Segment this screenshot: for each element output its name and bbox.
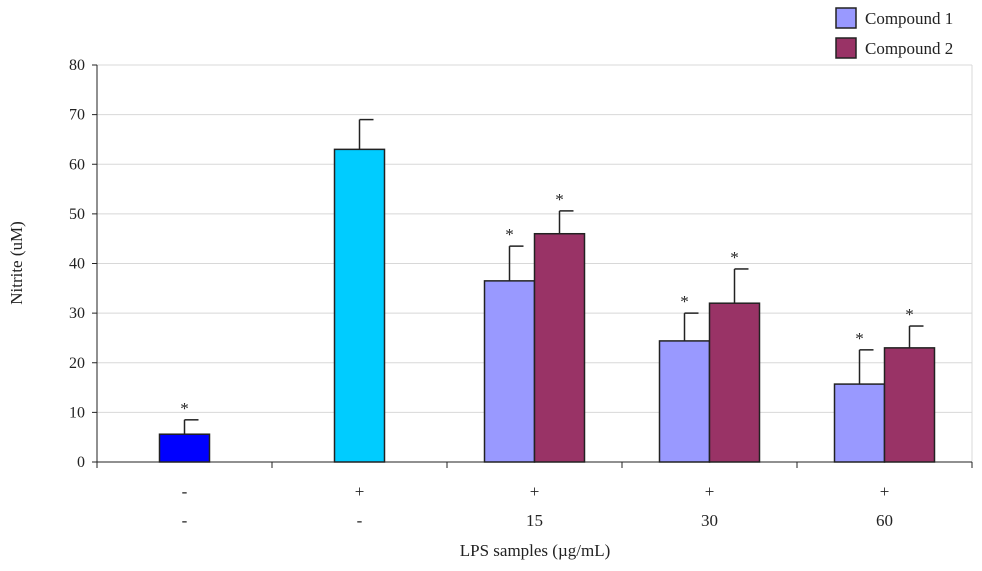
x-tick-label-lps: - — [182, 482, 188, 501]
x-tick-label-lps: + — [880, 482, 890, 501]
bar-compound-2 — [883, 347, 936, 463]
y-tick-label: 30 — [69, 305, 85, 322]
y-tick-label: 50 — [69, 206, 85, 223]
significance-marker: * — [730, 248, 739, 267]
y-tick-label: 40 — [69, 256, 85, 273]
x-tick-label-dose: - — [182, 511, 188, 530]
bar-compound-2 — [708, 302, 761, 463]
legend: Compound 1 Compound 2 — [835, 7, 953, 59]
bar-compound-1 — [658, 340, 711, 463]
x-tick-label-dose: 30 — [701, 511, 718, 530]
y-axis-label: Nitrite (uM) — [7, 221, 26, 305]
significance-marker: * — [905, 305, 914, 324]
bar-compound-1 — [483, 280, 536, 463]
x-tick-label-dose: - — [357, 511, 363, 530]
bar — [333, 148, 386, 463]
x-tick-label-lps: + — [355, 482, 365, 501]
x-tick-label-dose: 15 — [526, 511, 543, 530]
bar-compound-2 — [533, 232, 586, 463]
x-axis-label: LPS samples (µg/mL) — [460, 541, 611, 560]
bar-compound-1 — [833, 383, 886, 463]
x-tick-label-dose: 60 — [876, 511, 893, 530]
y-tick-label: 10 — [69, 404, 85, 421]
significance-marker: * — [855, 329, 864, 348]
x-tick-label-lps: + — [530, 482, 540, 501]
significance-marker: * — [680, 292, 689, 311]
significance-marker: * — [555, 190, 564, 209]
y-tick-label: 0 — [77, 454, 85, 471]
legend-swatch — [835, 37, 857, 59]
significance-marker: * — [505, 225, 514, 244]
y-tick-label: 60 — [69, 156, 85, 173]
legend-swatch — [835, 7, 857, 29]
y-tick-label: 70 — [69, 107, 85, 124]
bar — [158, 433, 211, 463]
legend-label: Compound 2 — [865, 39, 953, 58]
significance-marker: * — [180, 399, 189, 418]
y-tick-label: 80 — [69, 57, 85, 74]
y-tick-label: 20 — [69, 355, 85, 372]
x-tick-label-lps: + — [705, 482, 715, 501]
legend-label: Compound 1 — [865, 9, 953, 28]
